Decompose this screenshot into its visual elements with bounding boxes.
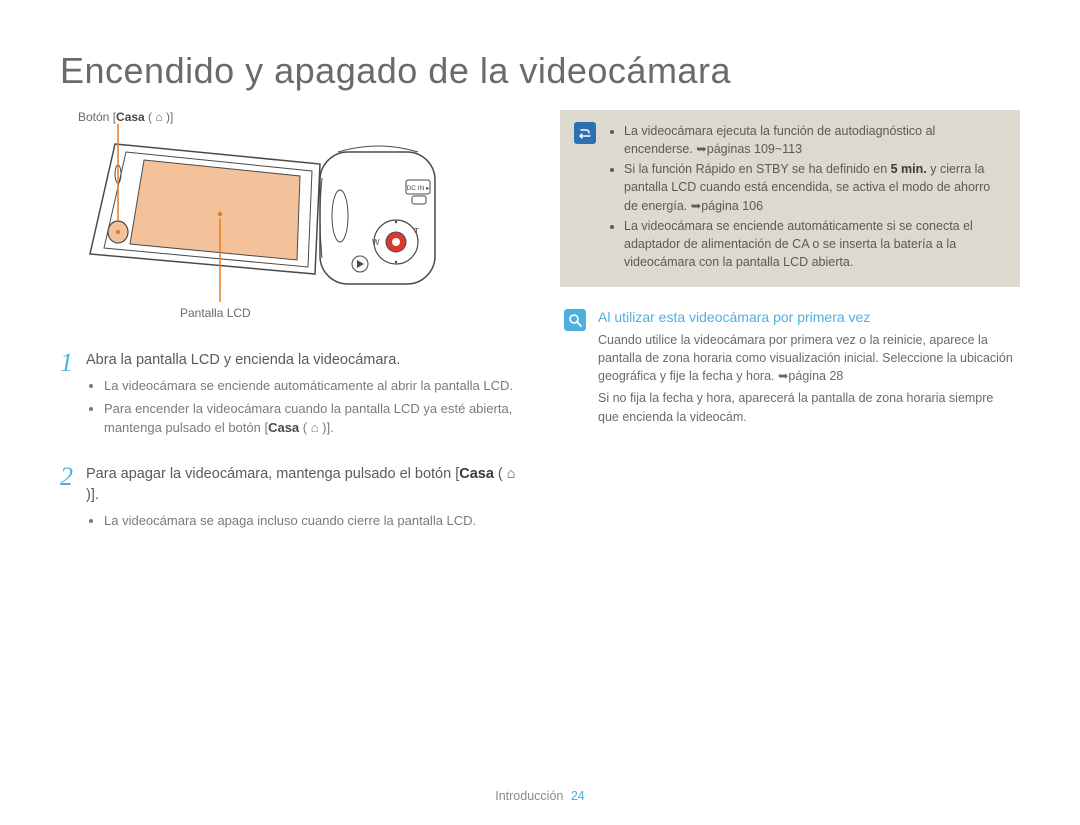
step-head: Para apagar la videocámara, mantenga pul…: [86, 464, 520, 506]
svg-text:DC IN ▸: DC IN ▸: [407, 185, 431, 192]
note-bullet: La videocámara ejecuta la función de aut…: [624, 122, 1004, 158]
step-1: 1 Abra la pantalla LCD y encienda la vid…: [60, 350, 520, 442]
camera-svg: DC IN ▸ W T: [70, 124, 450, 304]
left-column: Botón [Casa ( ⌂ )]: [60, 110, 520, 556]
bullet: La videocámara se apaga incluso cuando c…: [104, 512, 520, 531]
label-casa-button: Botón [Casa ( ⌂ )]: [78, 110, 173, 124]
note-list: La videocámara ejecuta la función de aut…: [608, 122, 1004, 273]
page-title: Encendido y apagado de la videocámara: [60, 50, 1020, 92]
step-number: 2: [60, 464, 86, 535]
bullet: La videocámara se enciende automáticamen…: [104, 377, 520, 396]
first-time-section: Al utilizar esta videocámara por primera…: [560, 309, 1020, 430]
page-footer: Introducción 24: [0, 789, 1080, 803]
content-columns: Botón [Casa ( ⌂ )]: [60, 110, 1020, 556]
steps-list: 1 Abra la pantalla LCD y encienda la vid…: [60, 350, 520, 534]
note-box: La videocámara ejecuta la función de aut…: [560, 110, 1020, 287]
first-time-para: Si no fija la fecha y hora, aparecerá la…: [598, 389, 1016, 425]
first-time-body: Cuando utilice la videocámara por primer…: [598, 331, 1016, 426]
info-icon: [574, 122, 596, 144]
step-bullets: La videocámara se apaga incluso cuando c…: [86, 512, 520, 531]
svg-text:T: T: [414, 227, 419, 236]
step-number: 1: [60, 350, 86, 442]
label-lcd: Pantalla LCD: [180, 306, 251, 320]
step-2: 2 Para apagar la videocámara, mantenga p…: [60, 464, 520, 535]
step-head: Abra la pantalla LCD y encienda la video…: [86, 350, 520, 371]
first-time-para: Cuando utilice la videocámara por primer…: [598, 331, 1016, 385]
note-bullet: La videocámara se enciende automáticamen…: [624, 217, 1004, 271]
camera-illustration: Botón [Casa ( ⌂ )]: [70, 110, 450, 320]
right-column: La videocámara ejecuta la función de aut…: [560, 110, 1020, 556]
step-bullets: La videocámara se enciende automáticamen…: [86, 377, 520, 438]
footer-section: Introducción: [495, 789, 563, 803]
magnifier-icon: [564, 309, 586, 331]
lcd-screen-rect: [130, 160, 300, 260]
note-bullet: Si la función Rápido en STBY se ha defin…: [624, 160, 1004, 214]
svg-text:W: W: [372, 238, 380, 247]
first-time-title: Al utilizar esta videocámara por primera…: [598, 309, 1016, 325]
footer-page-number: 24: [571, 789, 585, 803]
bullet: Para encender la videocámara cuando la p…: [104, 400, 520, 438]
